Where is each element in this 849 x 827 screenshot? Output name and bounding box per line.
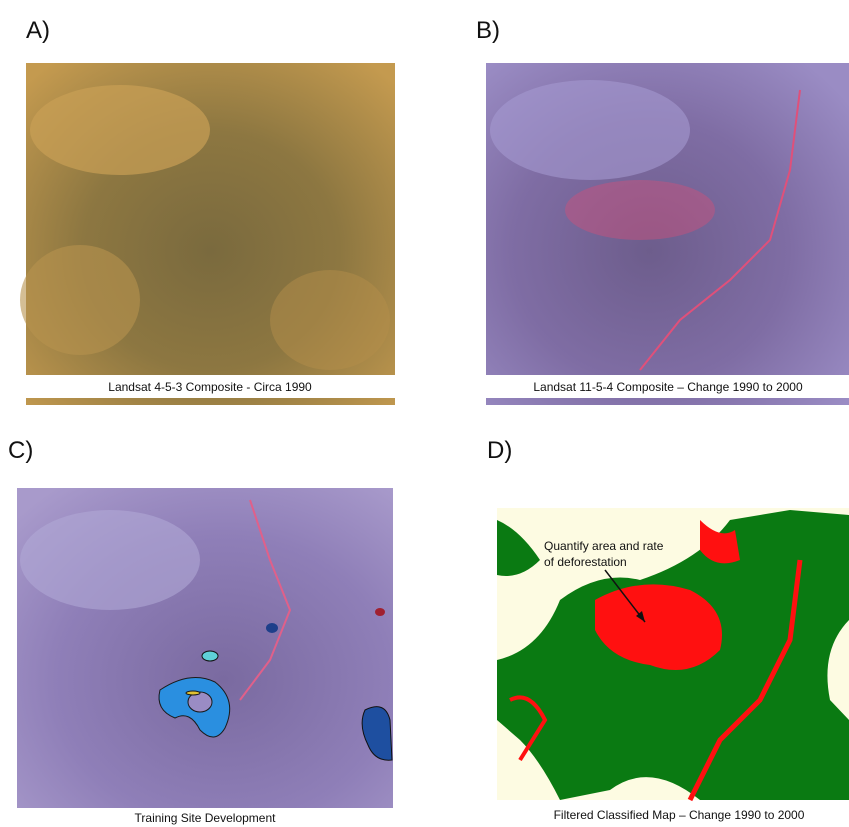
terrain — [490, 80, 690, 180]
panel-label: A) — [26, 17, 50, 44]
annotation: of deforestation — [544, 555, 627, 569]
training-site — [266, 623, 278, 633]
caption: Landsat 4-5-3 Composite - Circa 1990 — [108, 380, 312, 394]
clearing — [565, 180, 715, 240]
training-site — [375, 608, 385, 616]
panel-label: C) — [8, 437, 33, 464]
figure: A) Landsat 4-5-3 Composite - Circa 1990 … — [0, 0, 849, 827]
caption: Filtered Classified Map – Change 1990 to… — [554, 808, 805, 822]
panel-label: B) — [476, 17, 500, 44]
annotation: Quantify area and rate — [544, 539, 664, 553]
panel-label: D) — [487, 437, 512, 464]
terrain — [270, 270, 390, 370]
terrain — [20, 510, 200, 610]
training-site — [202, 651, 218, 661]
training-site — [186, 691, 200, 695]
caption: Training Site Development — [135, 811, 277, 825]
caption: Landsat 11-5-4 Composite – Change 1990 t… — [533, 380, 803, 394]
terrain — [30, 85, 210, 175]
terrain — [20, 245, 140, 355]
